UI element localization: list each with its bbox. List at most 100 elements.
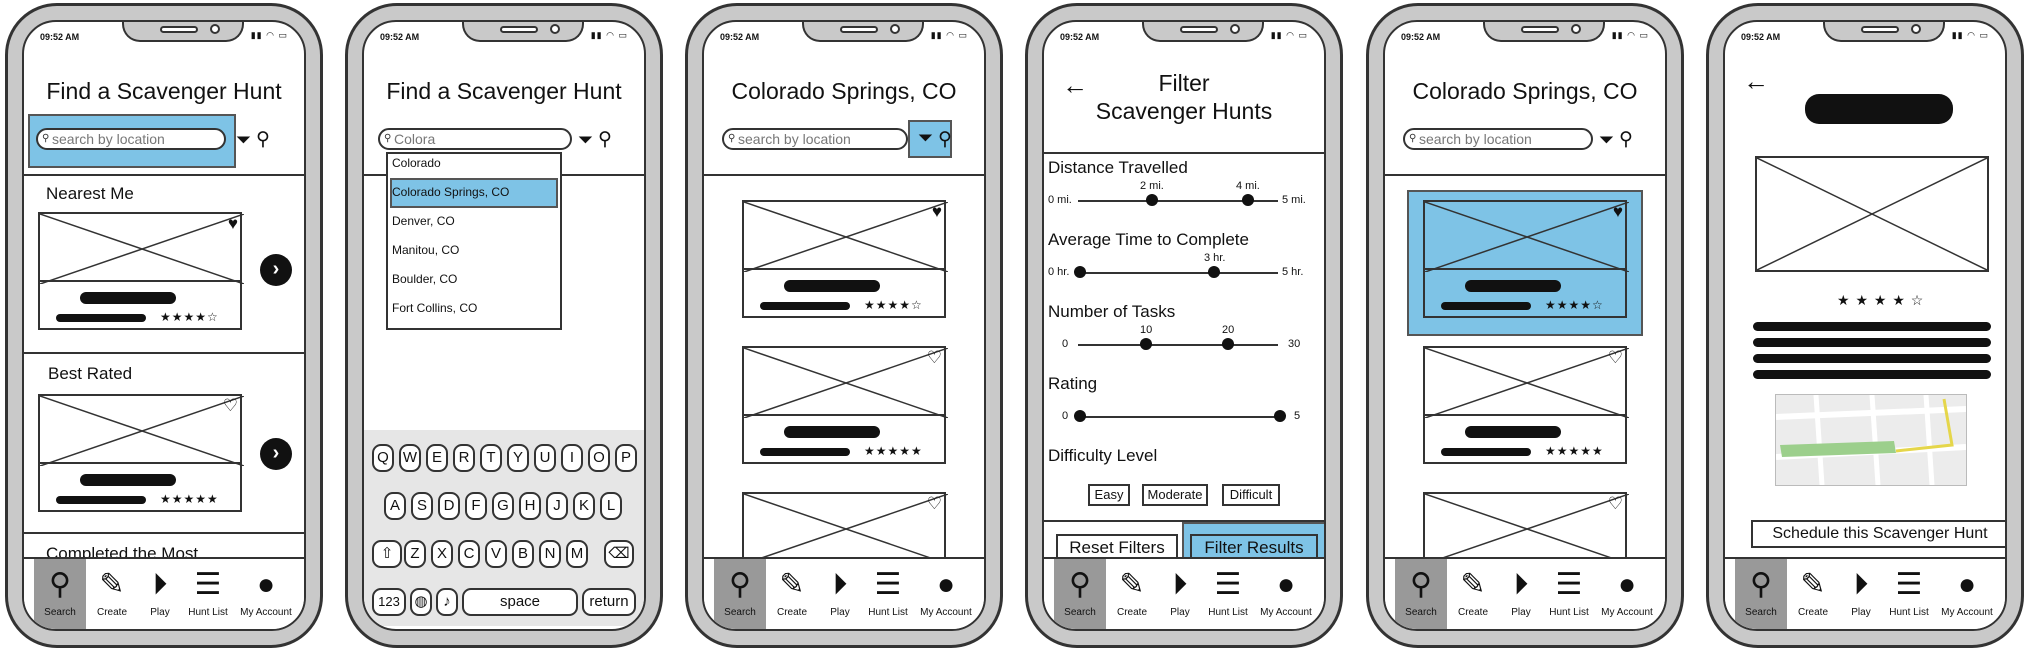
heart-outline-icon[interactable]: ♡ — [926, 348, 942, 367]
next-arrow-button[interactable]: › — [260, 438, 292, 470]
search-input[interactable]: ⚲ Colora — [378, 128, 572, 150]
tab-my-account[interactable]: ● My Account — [1937, 559, 1997, 629]
tab-play[interactable]: ⏵ Play — [1835, 559, 1887, 629]
tab-create[interactable]: ✎ Create — [1106, 559, 1158, 629]
key-t[interactable]: T — [480, 444, 502, 472]
rating-handle-high[interactable] — [1274, 410, 1286, 422]
heart-filled-icon[interactable]: ♥ — [1612, 202, 1623, 221]
key-a[interactable]: A — [384, 492, 406, 520]
key-e[interactable]: E — [426, 444, 448, 472]
suggestion-item[interactable]: Boulder, CO — [392, 272, 458, 286]
search-input[interactable]: ⚲ search by location — [36, 128, 226, 150]
hunt-card[interactable]: ♥ ★★★★☆ — [38, 212, 245, 330]
heart-filled-icon[interactable]: ♥ — [227, 214, 238, 233]
globe-icon[interactable]: ◍ — [410, 588, 432, 616]
suggestion-item[interactable]: Colorado — [392, 156, 441, 170]
tab-my-account[interactable]: ● My Account — [236, 559, 296, 629]
tab-search[interactable]: ⚲ Search — [1395, 559, 1447, 629]
tab-search[interactable]: ⚲ Search — [1735, 559, 1787, 629]
key-s[interactable]: S — [411, 492, 433, 520]
tab-play[interactable]: ⏵ Play — [814, 559, 866, 629]
key-l[interactable]: L — [600, 492, 622, 520]
tab-play[interactable]: ⏵ Play — [1495, 559, 1547, 629]
location-pin-icon[interactable]: ⚲ — [256, 129, 270, 150]
location-pin-icon[interactable]: ⚲ — [598, 129, 612, 150]
tab-my-account[interactable]: ● My Account — [1256, 559, 1316, 629]
key-i[interactable]: I — [561, 444, 583, 472]
search-input[interactable]: ⚲ search by location — [1403, 128, 1593, 150]
key-q[interactable]: Q — [372, 444, 394, 472]
heart-outline-icon[interactable]: ♡ — [1607, 348, 1623, 367]
key-k[interactable]: K — [573, 492, 595, 520]
tab-create[interactable]: ✎ Create — [86, 559, 138, 629]
key-w[interactable]: W — [399, 444, 421, 472]
rating-handle-low[interactable] — [1074, 410, 1086, 422]
microphone-icon[interactable]: ♪ — [436, 588, 458, 616]
time-handle[interactable] — [1208, 266, 1220, 278]
tasks-handle-high[interactable] — [1222, 338, 1234, 350]
tab-hunt-list[interactable]: ☰ Hunt List — [1543, 559, 1595, 629]
key-p[interactable]: P — [615, 444, 637, 472]
rating-slider[interactable] — [1078, 416, 1278, 418]
key-y[interactable]: Y — [507, 444, 529, 472]
difficulty-moderate-button[interactable]: Moderate — [1142, 484, 1208, 506]
suggestion-item[interactable]: Fort Collins, CO — [392, 301, 478, 315]
filter-icon[interactable]: ⏷ — [1599, 130, 1615, 151]
hunt-card[interactable]: ♡ ★★★★★ — [742, 346, 949, 464]
filter-icon[interactable]: ⏷ — [236, 130, 252, 151]
location-pin-icon[interactable]: ⚲ — [1619, 129, 1633, 150]
key-z[interactable]: Z — [404, 540, 426, 568]
tab-search[interactable]: ⚲ Search — [1054, 559, 1106, 629]
key-c[interactable]: C — [458, 540, 480, 568]
key-o[interactable]: O — [588, 444, 610, 472]
difficulty-difficult-button[interactable]: Difficult — [1222, 484, 1280, 506]
search-input[interactable]: ⚲ search by location — [722, 128, 908, 150]
key-space[interactable]: space — [462, 588, 578, 616]
tab-create[interactable]: ✎ Create — [766, 559, 818, 629]
tab-hunt-list[interactable]: ☰ Hunt List — [1883, 559, 1935, 629]
next-arrow-button[interactable]: › — [260, 254, 292, 286]
tab-hunt-list[interactable]: ☰ Hunt List — [182, 559, 234, 629]
filter-icon[interactable]: ⏷ — [918, 128, 934, 149]
distance-slider[interactable] — [1078, 200, 1278, 202]
suggestion-item[interactable]: Manitou, CO — [392, 243, 460, 257]
tasks-slider[interactable] — [1078, 344, 1278, 346]
key-f[interactable]: F — [465, 492, 487, 520]
key-n[interactable]: N — [539, 540, 561, 568]
suggestion-item-selected[interactable] — [390, 178, 558, 208]
key-d[interactable]: D — [438, 492, 460, 520]
key-m[interactable]: M — [566, 540, 588, 568]
key-h[interactable]: H — [519, 492, 541, 520]
tab-create[interactable]: ✎ Create — [1787, 559, 1839, 629]
key-r[interactable]: R — [453, 444, 475, 472]
filter-button-highlight[interactable] — [908, 120, 952, 158]
distance-handle-low[interactable] — [1146, 194, 1158, 206]
key-123[interactable]: 123 — [372, 588, 406, 616]
key-return[interactable]: return — [582, 588, 636, 616]
key-b[interactable]: B — [512, 540, 534, 568]
map-preview[interactable] — [1775, 394, 1967, 486]
heart-outline-icon[interactable]: ♡ — [222, 396, 238, 415]
tab-search[interactable]: ⚲ Search — [34, 559, 86, 629]
key-g[interactable]: G — [492, 492, 514, 520]
heart-outline-icon[interactable]: ♡ — [1607, 494, 1623, 513]
tab-my-account[interactable]: ● My Account — [916, 559, 976, 629]
difficulty-easy-button[interactable]: Easy — [1088, 484, 1130, 506]
key-v[interactable]: V — [485, 540, 507, 568]
filter-icon[interactable]: ⏷ — [578, 130, 594, 151]
backspace-key[interactable]: ⌫ — [604, 540, 634, 568]
tab-play[interactable]: ⏵ Play — [134, 559, 186, 629]
key-x[interactable]: X — [431, 540, 453, 568]
tab-play[interactable]: ⏵ Play — [1154, 559, 1206, 629]
time-slider[interactable] — [1078, 272, 1278, 274]
suggestion-item[interactable]: Denver, CO — [392, 214, 455, 228]
tab-search[interactable]: ⚲ Search — [714, 559, 766, 629]
time-handle-start[interactable] — [1074, 266, 1086, 278]
hunt-card[interactable]: ♡ ★★★★★ — [38, 394, 245, 512]
tab-hunt-list[interactable]: ☰ Hunt List — [1202, 559, 1254, 629]
hunt-card[interactable]: ♡ ★★★★★ — [1423, 346, 1630, 464]
shift-key[interactable]: ⇧ — [372, 540, 402, 568]
schedule-hunt-button[interactable]: Schedule this Scavenger Hunt — [1751, 520, 2005, 548]
key-j[interactable]: J — [546, 492, 568, 520]
key-u[interactable]: U — [534, 444, 556, 472]
